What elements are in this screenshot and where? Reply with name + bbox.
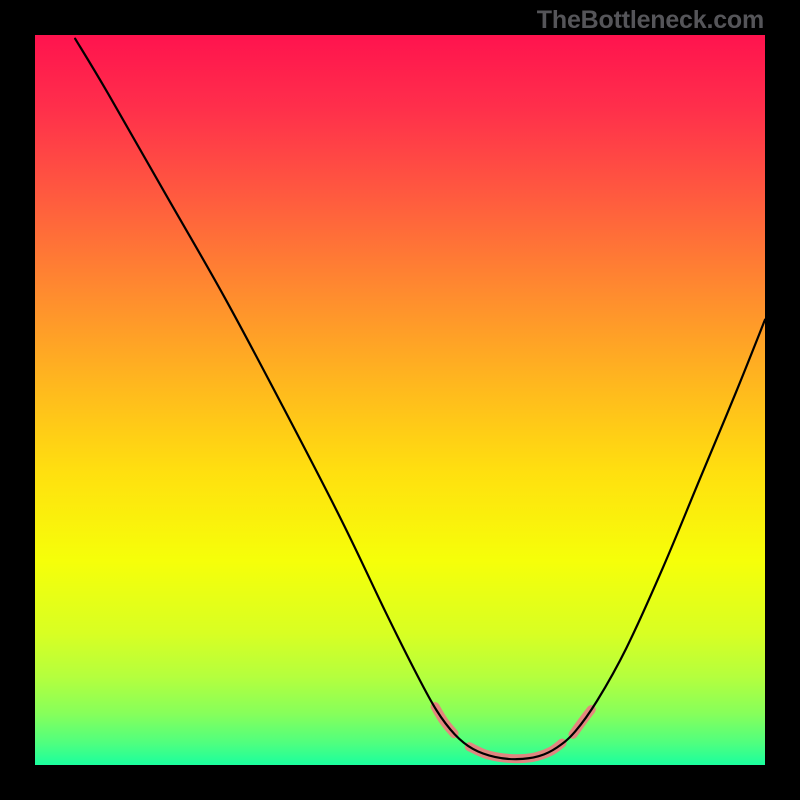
gradient-plot-area	[35, 35, 765, 765]
chart-stage: TheBottleneck.com	[0, 0, 800, 800]
watermark-text: TheBottleneck.com	[537, 6, 764, 35]
